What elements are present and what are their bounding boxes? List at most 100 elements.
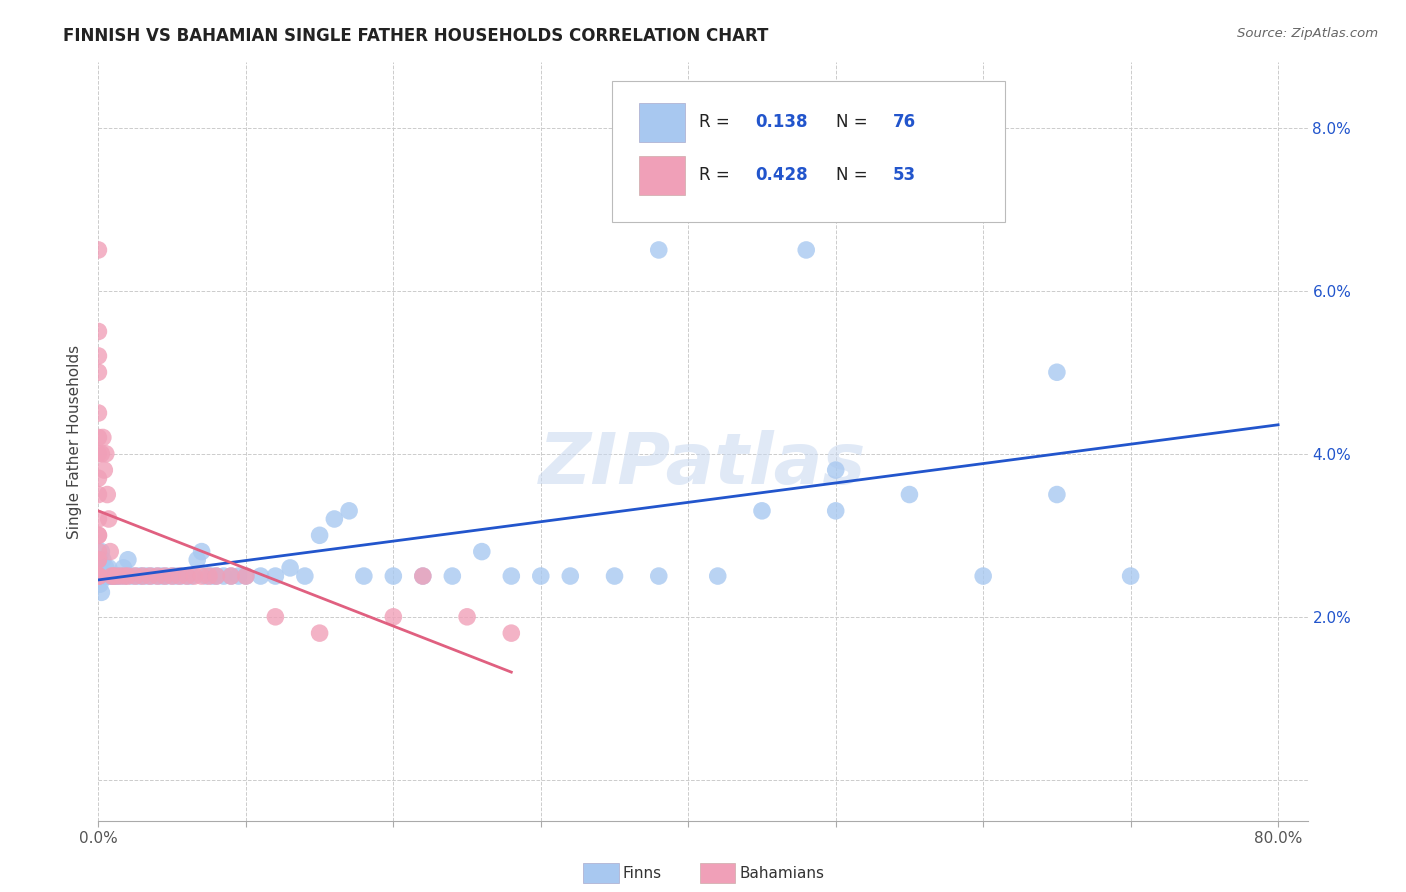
Text: 0.138: 0.138 <box>755 113 807 131</box>
Point <box>264 610 287 624</box>
Point <box>87 430 110 444</box>
FancyBboxPatch shape <box>613 81 1005 221</box>
Point <box>90 585 112 599</box>
Point <box>89 553 111 567</box>
Point <box>87 544 110 558</box>
Point <box>114 569 136 583</box>
Point <box>87 512 110 526</box>
Point <box>201 569 224 583</box>
Point <box>93 569 115 583</box>
Text: R =: R = <box>699 167 735 185</box>
Point <box>87 569 110 583</box>
Point <box>706 569 728 583</box>
Point <box>212 569 235 583</box>
Point <box>824 463 846 477</box>
Point <box>98 569 121 583</box>
Point <box>176 569 198 583</box>
Point <box>100 569 122 583</box>
Point <box>323 512 346 526</box>
Point <box>1046 487 1069 501</box>
Point <box>972 569 994 583</box>
Point <box>128 569 150 583</box>
Point <box>131 569 153 583</box>
Point <box>89 577 111 591</box>
Point <box>97 569 120 583</box>
Point <box>87 569 110 583</box>
Point <box>308 626 330 640</box>
Point <box>96 487 118 501</box>
Point <box>353 569 375 583</box>
Point <box>337 504 360 518</box>
Point <box>107 569 129 583</box>
Point <box>136 569 159 583</box>
Point <box>235 569 257 583</box>
Point <box>87 569 110 583</box>
Point <box>94 447 117 461</box>
Point <box>105 569 128 583</box>
Point <box>87 243 110 257</box>
Point <box>824 504 846 518</box>
Text: 53: 53 <box>893 167 915 185</box>
Text: Finns: Finns <box>623 866 662 880</box>
Point <box>101 569 124 583</box>
Point <box>190 544 212 558</box>
Point <box>90 447 112 461</box>
Point <box>112 561 135 575</box>
Point <box>91 553 114 567</box>
Point <box>139 569 162 583</box>
Point <box>105 569 128 583</box>
Text: Source: ZipAtlas.com: Source: ZipAtlas.com <box>1237 27 1378 40</box>
Text: 76: 76 <box>893 113 915 131</box>
Point <box>308 528 330 542</box>
Point <box>91 569 114 583</box>
Point <box>124 569 146 583</box>
Point <box>219 569 242 583</box>
Point <box>501 569 523 583</box>
Point <box>87 487 110 501</box>
Point <box>87 406 110 420</box>
Point <box>101 569 124 583</box>
Point <box>249 569 271 583</box>
Point <box>169 569 191 583</box>
Point <box>160 569 183 583</box>
Point <box>87 569 110 583</box>
Point <box>441 569 464 583</box>
Point <box>219 569 242 583</box>
Point <box>141 569 163 583</box>
Text: N =: N = <box>837 167 873 185</box>
Point <box>150 569 173 583</box>
Point <box>794 243 817 257</box>
Text: 0.428: 0.428 <box>755 167 807 185</box>
Point <box>120 569 142 583</box>
Point <box>412 569 434 583</box>
Point <box>382 569 405 583</box>
Point <box>160 569 183 583</box>
Point <box>198 569 221 583</box>
Text: N =: N = <box>837 113 873 131</box>
Point <box>382 610 405 624</box>
Point <box>94 569 117 583</box>
Point <box>87 528 110 542</box>
Point <box>94 561 117 575</box>
Point <box>278 561 301 575</box>
Point <box>87 553 110 567</box>
Point <box>97 512 120 526</box>
Point <box>104 569 127 583</box>
FancyBboxPatch shape <box>638 103 685 142</box>
Point <box>131 569 153 583</box>
Point <box>114 569 136 583</box>
Point <box>87 569 110 583</box>
Point <box>155 569 177 583</box>
Text: ZIPatlas: ZIPatlas <box>540 430 866 499</box>
Y-axis label: Single Father Households: Single Father Households <box>67 344 83 539</box>
Point <box>146 569 169 583</box>
Point <box>706 202 728 217</box>
Point <box>153 569 176 583</box>
Point <box>87 365 110 379</box>
Point <box>91 430 114 444</box>
Point <box>412 569 434 583</box>
Point <box>87 471 110 485</box>
Point <box>90 544 112 558</box>
Point <box>166 569 188 583</box>
Point <box>228 569 250 583</box>
